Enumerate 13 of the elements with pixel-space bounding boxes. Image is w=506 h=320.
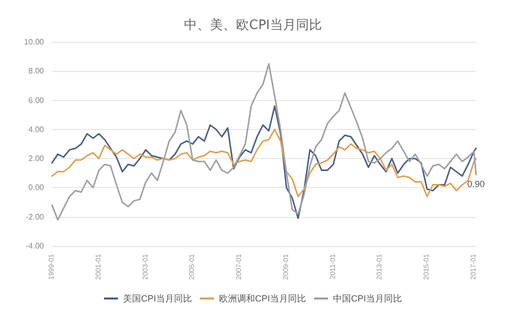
y-tick-label: -2.00 (26, 212, 45, 222)
legend-label: 中国CPI当月同比 (333, 294, 402, 304)
legend-label: 欧洲调和CPI当月同比 (219, 294, 306, 304)
y-tick-label: 8.00 (28, 66, 45, 76)
annotation: 0.90 (467, 179, 485, 190)
y-tick-label: 10.00 (24, 38, 45, 46)
legend-label: 美国CPI当月同比 (122, 294, 192, 304)
y-tick-label: 2.00 (28, 154, 45, 164)
y-tick-label: 4.00 (28, 124, 45, 134)
chart-title: 中、美、欧CPI当月同比 (184, 17, 322, 33)
y-tick-label: -4.00 (26, 242, 45, 250)
y-tick-label: 0.00 (28, 183, 45, 192)
y-tick-label: 6.00 (28, 96, 45, 105)
